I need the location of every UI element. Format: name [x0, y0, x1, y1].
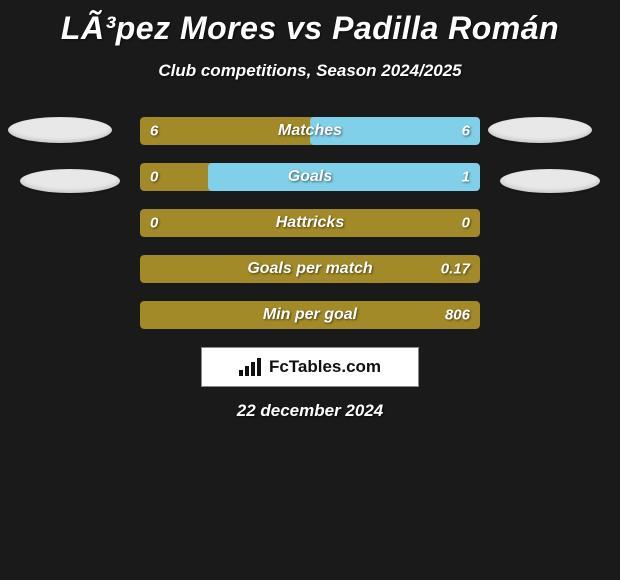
chart-icon [239, 358, 263, 376]
stat-row: Hattricks00 [140, 209, 480, 237]
stat-row: Matches66 [140, 117, 480, 145]
stat-value-left: 0 [150, 169, 158, 186]
brand-box: FcTables.com [201, 347, 419, 387]
stat-value-left: 0 [150, 215, 158, 232]
player-photo-placeholder [488, 117, 592, 143]
player-photo-placeholder [8, 117, 112, 143]
stat-bars: Matches66Goals01Hattricks00Goals per mat… [140, 117, 480, 329]
stat-row: Min per goal806 [140, 301, 480, 329]
stat-value-right: 0.17 [441, 261, 470, 278]
stat-value-right: 1 [462, 169, 470, 186]
subtitle: Club competitions, Season 2024/2025 [0, 61, 620, 81]
stat-value-right: 806 [445, 307, 470, 324]
stat-value-left: 6 [150, 123, 158, 140]
stat-value-right: 6 [462, 123, 470, 140]
player-photo-placeholder [20, 169, 120, 193]
comparison-panel: Matches66Goals01Hattricks00Goals per mat… [0, 117, 620, 421]
player-photo-placeholder [500, 169, 600, 193]
stat-row: Goals01 [140, 163, 480, 191]
stat-value-right: 0 [462, 215, 470, 232]
date-label: 22 december 2024 [0, 401, 620, 421]
page-title: LÃ³pez Mores vs Padilla Román [0, 0, 620, 47]
stat-row: Goals per match0.17 [140, 255, 480, 283]
brand-label: FcTables.com [269, 357, 381, 377]
